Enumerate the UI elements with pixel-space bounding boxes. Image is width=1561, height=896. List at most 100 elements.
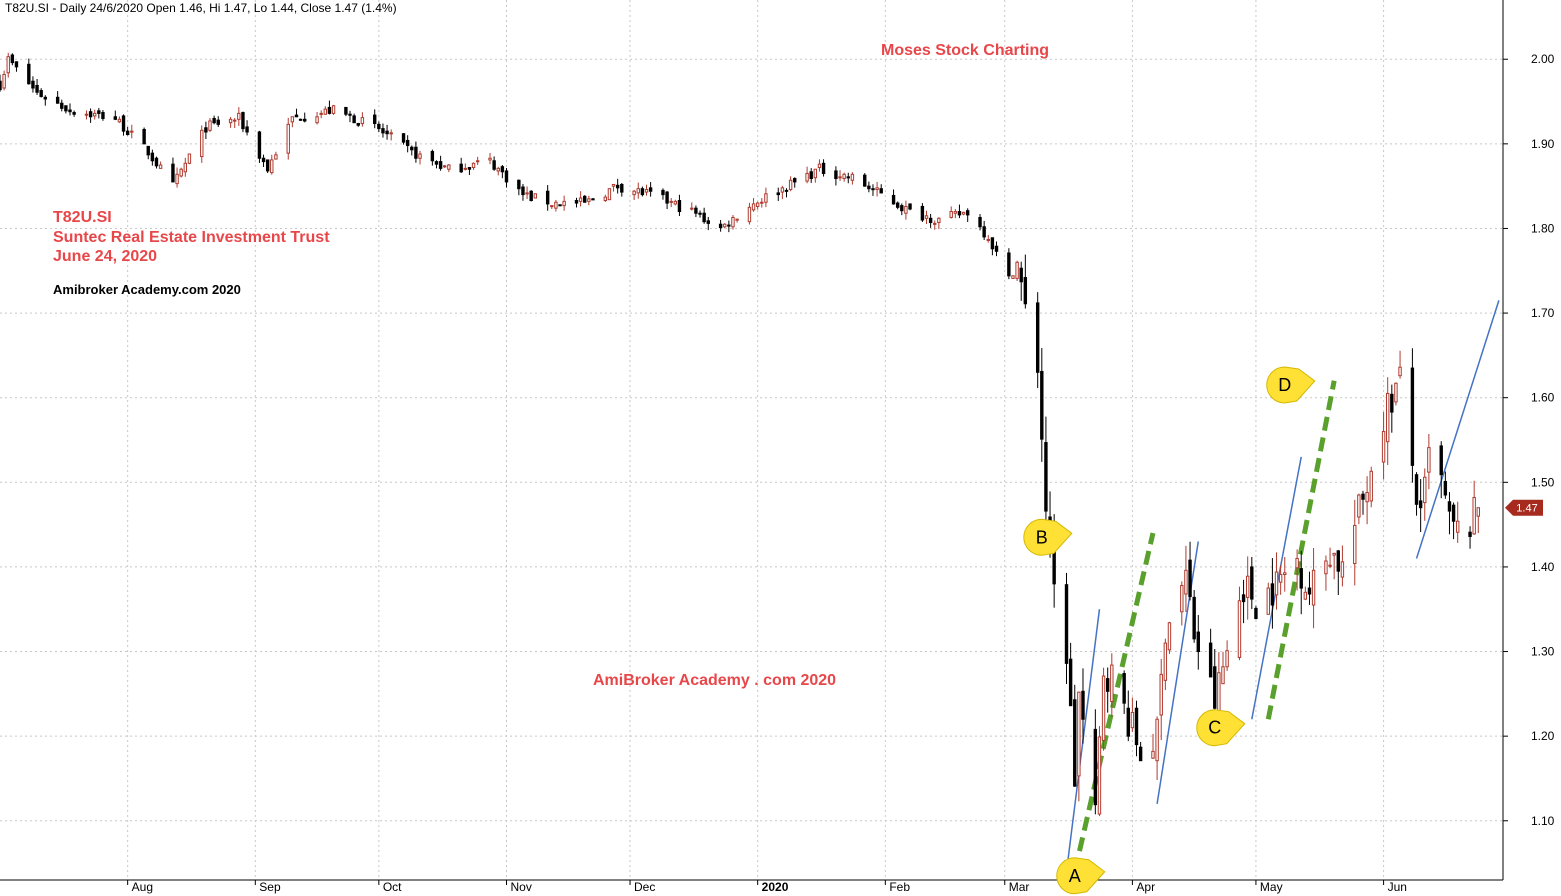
candle-body (1101, 675, 1106, 741)
candle-body (496, 167, 500, 172)
candle (920, 203, 925, 222)
candle-body (443, 165, 447, 168)
candle-body (1390, 393, 1394, 413)
candle (504, 168, 509, 188)
candle (1266, 582, 1270, 615)
candle (690, 202, 694, 211)
candle (1110, 653, 1114, 717)
candle (68, 103, 72, 116)
candle (1443, 471, 1448, 499)
candle-body (784, 189, 789, 192)
candle-body (1221, 666, 1225, 685)
candle-body (146, 145, 150, 156)
candle-body (2, 73, 6, 89)
x-tick-label: May (1260, 880, 1283, 894)
candle-body (1151, 750, 1155, 759)
candle (1122, 670, 1126, 714)
candle (200, 125, 204, 163)
blue-trendline (1156, 541, 1200, 804)
candle-body (690, 207, 694, 210)
candle (459, 157, 463, 173)
candle (908, 203, 912, 211)
candle (179, 167, 183, 178)
watermark-small: Amibroker Academy.com 2020 (53, 282, 241, 297)
candle (434, 160, 439, 169)
candle-body (274, 154, 278, 160)
candle (517, 179, 521, 196)
candle-body (1365, 491, 1369, 503)
candle-body (257, 131, 262, 159)
candle-body (60, 102, 64, 109)
candle-body (1064, 584, 1069, 664)
blue-trendline (1415, 300, 1500, 559)
candle (1357, 493, 1361, 525)
y-tick-label: 1.70 (1531, 306, 1555, 320)
candle-body (241, 112, 245, 130)
candle (900, 203, 904, 216)
x-tick-label: Dec (634, 880, 655, 894)
candle-body (1110, 664, 1114, 702)
candle (1151, 733, 1155, 759)
candle (414, 141, 418, 163)
candle (1068, 642, 1073, 707)
candle-body (1303, 591, 1308, 600)
callout-bubble (1056, 857, 1106, 895)
candle-body (1213, 666, 1217, 709)
candle (1130, 697, 1135, 732)
candle-body (1122, 673, 1126, 704)
candle (1019, 261, 1023, 301)
candle (1328, 547, 1332, 569)
candle (121, 114, 126, 136)
candle (360, 112, 365, 127)
candle-body (554, 201, 558, 209)
candle-body (150, 152, 155, 162)
candle-body (957, 211, 962, 216)
candle-body (113, 116, 117, 120)
candle-body (1081, 690, 1085, 720)
candle-body (14, 61, 19, 68)
candle-body (323, 108, 328, 115)
candle-body (171, 163, 175, 183)
candle-body (245, 126, 249, 133)
candle (1035, 292, 1040, 389)
candle-body (1188, 559, 1192, 598)
candle (265, 159, 270, 174)
candle (788, 176, 793, 192)
candle-body (1130, 711, 1135, 729)
candle-body (640, 188, 645, 196)
candle (554, 199, 558, 212)
candle-body (620, 183, 624, 193)
candle (583, 195, 587, 203)
candle-body (562, 200, 566, 207)
candle (1394, 382, 1398, 406)
candle (574, 197, 579, 208)
candle-body (1011, 275, 1015, 279)
candle (1303, 586, 1308, 601)
candle (694, 205, 698, 218)
candle-body (0, 80, 2, 91)
candle-body (1184, 569, 1188, 595)
candle-body (1105, 678, 1110, 692)
candle-body (760, 201, 764, 204)
candle-body (72, 112, 76, 115)
candle (125, 126, 130, 136)
candle (1418, 479, 1423, 533)
candle-body (121, 115, 126, 132)
candle (636, 182, 640, 199)
candle-body (1241, 594, 1246, 603)
candle-body (504, 170, 509, 183)
candle (764, 187, 768, 208)
candle-body (895, 202, 900, 208)
candle-body (208, 120, 212, 131)
candle-body (545, 190, 550, 205)
candle (834, 166, 838, 186)
candle (895, 201, 900, 210)
candle (14, 61, 19, 72)
candle (821, 159, 826, 177)
candle-body (1423, 476, 1427, 504)
candle-body (1299, 568, 1303, 589)
candle-body (1427, 447, 1431, 473)
candle (784, 188, 789, 198)
candle-body (200, 129, 204, 158)
candle-body (644, 189, 649, 193)
